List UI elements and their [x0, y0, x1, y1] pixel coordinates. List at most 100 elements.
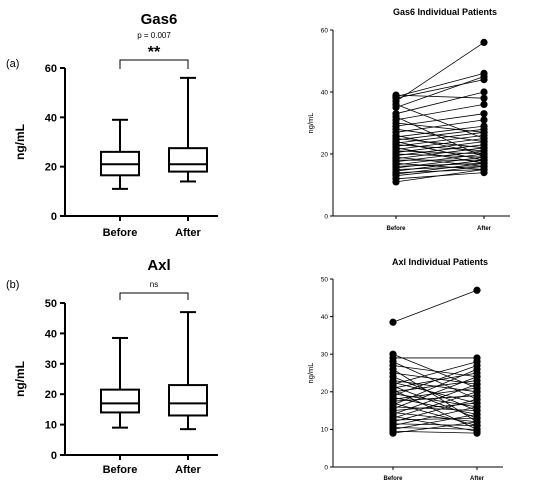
patient-line [395, 116, 485, 158]
after-point [473, 384, 481, 392]
patient-line [395, 131, 485, 144]
axl-paired-ytick-label: 30 [321, 352, 329, 359]
axl-paired-ytick-label: 40 [321, 314, 329, 321]
patient-line [395, 79, 485, 99]
gas6-box-p-value: p = 0.007 [137, 31, 171, 40]
patient-line [395, 122, 485, 133]
axl-paired-ytick-label: 10 [321, 427, 329, 434]
patient-line [395, 76, 485, 108]
gas6-paired-patient-31 [392, 110, 488, 130]
gas6-paired-patient-29 [392, 116, 488, 136]
patient-line [392, 368, 478, 423]
after-point [473, 407, 481, 415]
gas6-paired-chart: Gas6 Individual Patients 0 20 40 60 Before Aft… [306, 7, 510, 232]
patient-line [392, 361, 478, 400]
axl-paired-chart: Axl Individual Patients 0 10 20 30 40 50 Before… [306, 257, 503, 482]
patient-line [392, 406, 478, 411]
patient-line [392, 361, 478, 385]
gas6-paired-ytick-label: 0 [324, 213, 328, 220]
axl-paired-patient-35 [389, 350, 481, 392]
axl-box-ytick-label: 40 [45, 328, 57, 340]
patient-line [392, 389, 478, 430]
gas6-paired-patient-41 [392, 91, 488, 102]
patient-line [392, 402, 478, 427]
patient-line [395, 141, 485, 161]
patient-line [392, 412, 478, 423]
axl-box-ytick-label: 30 [45, 359, 57, 371]
axl-box-title: Axl [147, 257, 170, 274]
after-point [480, 100, 488, 108]
axl-box-ytick-label: 0 [51, 450, 57, 462]
axl-paired-patient-29 [389, 373, 481, 415]
after-point [473, 354, 481, 362]
patient-line [392, 413, 478, 430]
patient-line [395, 144, 485, 152]
patient-line [395, 166, 485, 170]
patient-line [395, 162, 485, 167]
axl-paired-ytick-label: 50 [321, 276, 329, 283]
after-point [480, 88, 488, 96]
gas6-box-category-label: Before [103, 227, 138, 239]
patient-line [395, 172, 485, 180]
after-point [480, 110, 488, 118]
panel-label-b: (b) [6, 279, 19, 291]
gas6-box-ytick-label: 60 [45, 63, 57, 75]
before-point [392, 91, 400, 99]
patient-line [395, 104, 485, 121]
gas6-box-significance-bracket [119, 59, 189, 69]
panel-label-a: (a) [6, 58, 19, 70]
axl-box-ytick-label: 50 [45, 298, 57, 310]
iqr-box [168, 384, 208, 417]
patient-line [392, 423, 478, 427]
axl-box-significance-label: ns [150, 280, 158, 289]
gas6-paired-patient-36 [392, 72, 488, 112]
gas6-box-ytick-label: 0 [51, 211, 57, 223]
axl-paired-title: Axl Individual Patients [392, 257, 488, 267]
after-point [473, 395, 481, 403]
after-point [473, 373, 481, 381]
gas6-paired-category-label: Before [386, 226, 406, 232]
after-point [480, 134, 488, 143]
patient-line [392, 385, 478, 419]
patient-line [392, 430, 478, 434]
after-point [480, 122, 488, 130]
axl-box-box-1 [168, 311, 208, 431]
patient-line [395, 113, 485, 127]
gas6-box-box-1 [168, 76, 208, 183]
patient-line [395, 42, 485, 102]
patient-line [395, 73, 485, 98]
after-point [480, 144, 488, 152]
before-point [389, 318, 397, 326]
patient-line [395, 128, 485, 142]
patient-line [395, 147, 485, 164]
after-point [480, 76, 488, 84]
patient-line [392, 353, 478, 389]
after-point [480, 94, 488, 102]
iqr-box [168, 147, 208, 173]
patient-line [395, 138, 485, 150]
patient-line [392, 376, 478, 411]
axl-paired-ytick-label: 0 [324, 464, 328, 471]
axl-paired-patient-26 [389, 358, 481, 388]
patient-line [395, 153, 485, 166]
after-point [473, 425, 481, 433]
patient-line [392, 415, 478, 432]
gas6-paired-ytick-label: 60 [321, 27, 329, 34]
axl-paired-category-label: After [470, 476, 485, 482]
after-point [480, 116, 488, 124]
gas6-box-ylabel: ng/mL [13, 124, 27, 160]
patient-line [395, 162, 485, 170]
axl-paired-category-label: Before [383, 476, 403, 482]
axl-paired-ytick-label: 20 [321, 389, 329, 396]
patient-line [392, 397, 478, 415]
after-point [480, 153, 488, 161]
after-point [480, 38, 488, 47]
patient-line [395, 119, 485, 133]
after-point [480, 128, 488, 136]
before-point [392, 110, 400, 118]
axl-box-significance-bracket [119, 292, 189, 300]
axl-box-box-0 [100, 336, 140, 429]
patient-line [392, 417, 478, 421]
iqr-box [100, 388, 140, 414]
